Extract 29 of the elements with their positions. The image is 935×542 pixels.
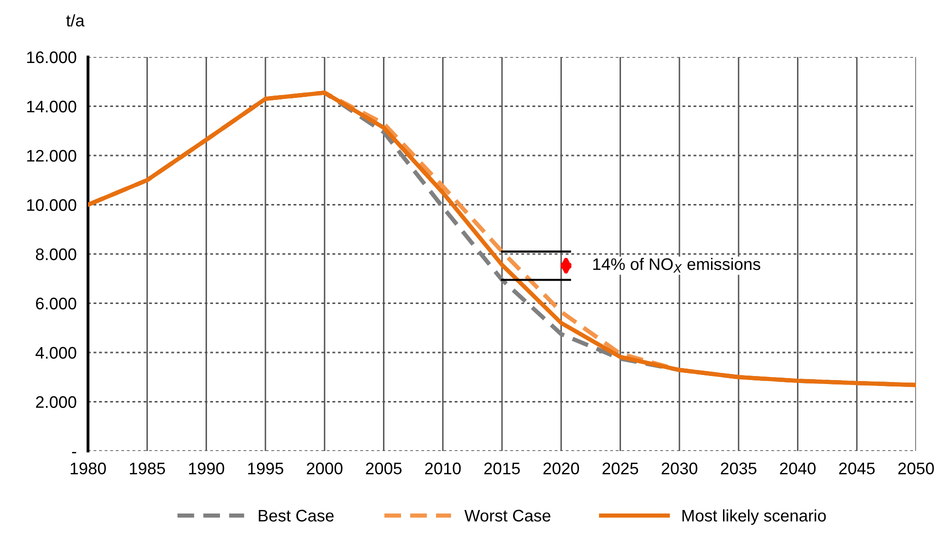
legend-label: Most likely scenario xyxy=(682,509,826,525)
y-tick-label: 8.000 xyxy=(36,248,76,260)
legend-label: Best Case xyxy=(258,510,334,522)
x-tick-label: 2005 xyxy=(366,462,402,474)
x-tick-label: 2050 xyxy=(898,462,934,474)
x-tick-label: 2020 xyxy=(543,462,580,474)
legend-label: Worst Case xyxy=(464,510,550,522)
x-tick-label: 2035 xyxy=(720,462,756,474)
x-tick-label: 2015 xyxy=(484,462,520,474)
x-tick-label: 1980 xyxy=(70,462,106,474)
y-tick-label: - xyxy=(72,452,76,454)
x-tick-label: 2025 xyxy=(602,462,638,474)
y-tick-label: 10.000 xyxy=(27,199,76,211)
y-tick-label: 4.000 xyxy=(36,346,76,359)
x-tick-label: 2000 xyxy=(306,462,342,474)
y-tick-label: 16.000 xyxy=(27,51,76,64)
x-tick-label: 2045 xyxy=(839,462,875,474)
x-tick-label: 1995 xyxy=(248,462,284,474)
x-tick-label: 2030 xyxy=(662,462,698,474)
annotation: 14% of NO$_{X}$ emissions xyxy=(593,258,760,273)
x-tick-label: 2010 xyxy=(425,462,461,474)
x-tick-label: 1985 xyxy=(130,462,165,474)
x-tick-label: 1990 xyxy=(189,462,224,474)
y-tick-label: 12.000 xyxy=(27,150,76,162)
x-tick-label: 2040 xyxy=(780,462,816,474)
y-tick-label: 2.000 xyxy=(36,396,76,408)
y-axis-title: t/a xyxy=(66,14,85,26)
y-tick-label: 14.000 xyxy=(27,100,76,112)
y-tick-label: 6.000 xyxy=(36,298,76,310)
